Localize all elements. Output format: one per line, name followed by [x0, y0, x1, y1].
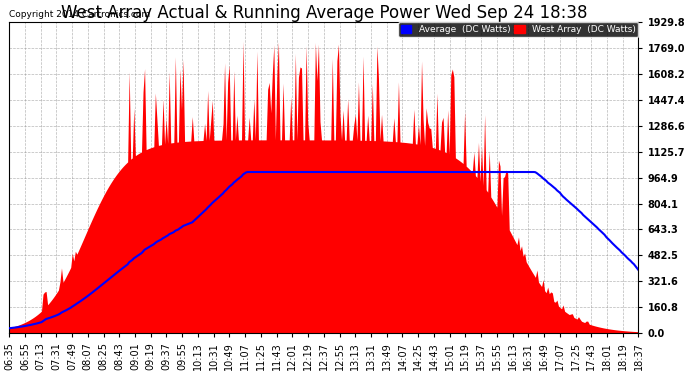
Title: West Array Actual & Running Average Power Wed Sep 24 18:38: West Array Actual & Running Average Powe…: [61, 4, 587, 22]
Text: Copyright 2014 Cartronics.com: Copyright 2014 Cartronics.com: [9, 10, 150, 19]
Legend: Average  (DC Watts), West Array  (DC Watts): Average (DC Watts), West Array (DC Watts…: [398, 22, 638, 37]
